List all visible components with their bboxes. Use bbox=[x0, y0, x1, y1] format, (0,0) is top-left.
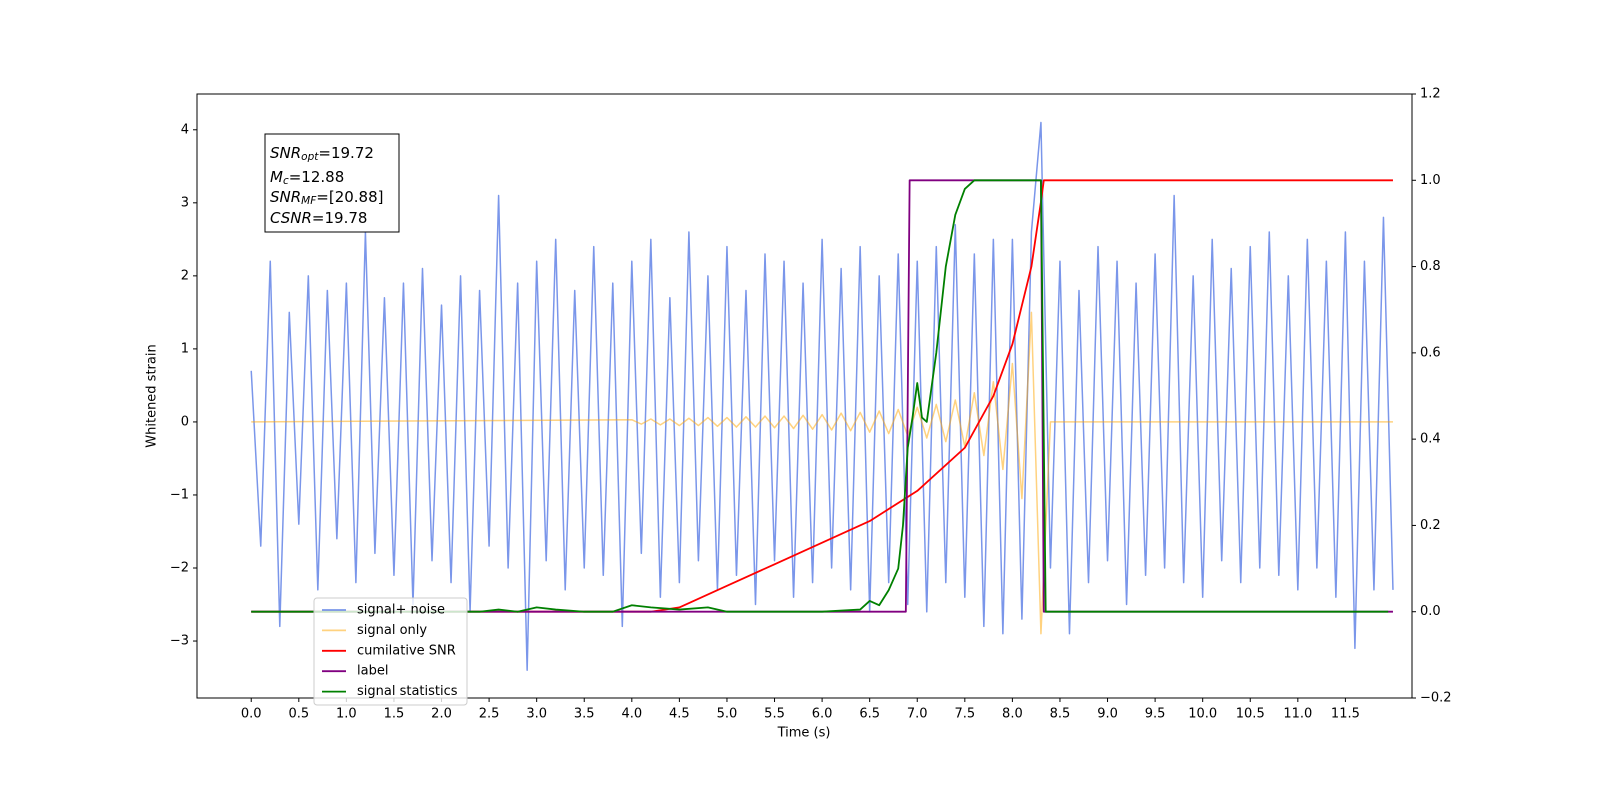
y-tick-label: −3 bbox=[170, 634, 189, 649]
plot-layer bbox=[250, 121, 1394, 671]
y-tick-label: −2 bbox=[170, 560, 189, 575]
y-tick-label: −1 bbox=[170, 487, 189, 502]
x-tick-label: 0.0 bbox=[241, 707, 262, 722]
x-tick-label: 8.0 bbox=[1002, 707, 1023, 722]
legend-label: signal+ noise bbox=[357, 603, 445, 618]
x-tick-label: 5.0 bbox=[717, 707, 738, 722]
x-axis-label: Time (s) bbox=[777, 726, 831, 741]
x-tick-label: 1.0 bbox=[336, 707, 357, 722]
x-tick-label: 0.5 bbox=[288, 707, 309, 722]
y2-tick-label: 1.0 bbox=[1420, 173, 1441, 188]
legend-label: signal only bbox=[357, 623, 427, 638]
y-tick-label: 2 bbox=[181, 268, 189, 283]
legend-box bbox=[313, 597, 468, 706]
x-tick-label: 7.5 bbox=[954, 707, 975, 722]
x-tick-label: 11.0 bbox=[1283, 707, 1312, 722]
x-tick-label: 2.0 bbox=[431, 707, 452, 722]
annotation-symbol: SNR bbox=[270, 188, 301, 206]
y-tick-label: 4 bbox=[181, 122, 189, 137]
x-tick-label: 10.0 bbox=[1188, 707, 1217, 722]
x-tick-label: 8.5 bbox=[1050, 707, 1071, 722]
annotation-value: =12.88 bbox=[289, 168, 345, 186]
series-line bbox=[250, 121, 1394, 671]
annotation-line: Mc=12.88 bbox=[270, 168, 344, 188]
y-tick-label: 1 bbox=[181, 341, 189, 356]
x-tick-label: 7.0 bbox=[907, 707, 928, 722]
x-tick-label: 6.5 bbox=[859, 707, 880, 722]
x-tick-label: 10.5 bbox=[1236, 707, 1265, 722]
x-tick-label: 4.5 bbox=[669, 707, 690, 722]
x-tick-label: 3.0 bbox=[526, 707, 547, 722]
y-axis-label: Whitened strain bbox=[145, 344, 160, 447]
annotation-value: =19.78 bbox=[312, 209, 368, 227]
y2-tick-label: 1.2 bbox=[1420, 87, 1441, 102]
legend-label: label bbox=[357, 664, 388, 679]
legend-label: cumilative SNR bbox=[357, 643, 456, 658]
y2-tick-label: −0.2 bbox=[1420, 691, 1452, 706]
annotation-box bbox=[264, 133, 400, 233]
legend-label: signal statistics bbox=[357, 684, 458, 699]
x-tick-label: 3.5 bbox=[574, 707, 595, 722]
x-tick-label: 4.0 bbox=[621, 707, 642, 722]
x-tick-label: 11.5 bbox=[1331, 707, 1360, 722]
plot-frame bbox=[196, 93, 1413, 699]
annotation-line: SNRMF=[20.88] bbox=[270, 188, 384, 208]
annotation-subscript: c bbox=[283, 175, 289, 187]
x-tick-label: 9.0 bbox=[1097, 707, 1118, 722]
annotation-symbol: M bbox=[270, 168, 283, 186]
annotation-symbol: SNR bbox=[270, 144, 301, 162]
annotation-subscript: opt bbox=[301, 151, 319, 163]
annotation-symbol: CSNR bbox=[270, 209, 312, 227]
y2-tick-label: 0.2 bbox=[1420, 518, 1441, 533]
x-tick-label: 6.0 bbox=[812, 707, 833, 722]
x-tick-label: 2.5 bbox=[479, 707, 500, 722]
y2-tick-label: 0.8 bbox=[1420, 259, 1441, 274]
series-line bbox=[251, 311, 1393, 635]
y2-tick-label: 0.6 bbox=[1420, 345, 1441, 360]
series-line bbox=[251, 179, 1393, 613]
x-tick-label: 5.5 bbox=[764, 707, 785, 722]
annotation-subscript: MF bbox=[301, 195, 317, 207]
x-tick-label: 9.5 bbox=[1145, 707, 1166, 722]
x-tick-label: 1.5 bbox=[384, 707, 405, 722]
annotation-value: =19.72 bbox=[318, 144, 374, 162]
y2-tick-label: 0.4 bbox=[1420, 432, 1441, 447]
y2-tick-label: 0.0 bbox=[1420, 604, 1441, 619]
annotation-line: CSNR=19.78 bbox=[270, 209, 367, 227]
series-line bbox=[251, 179, 1389, 613]
y-tick-label: 3 bbox=[181, 195, 189, 210]
annotation-value: =[20.88] bbox=[316, 188, 383, 206]
y-tick-label: 0 bbox=[181, 414, 189, 429]
annotation-line: SNRopt=19.72 bbox=[270, 144, 374, 164]
